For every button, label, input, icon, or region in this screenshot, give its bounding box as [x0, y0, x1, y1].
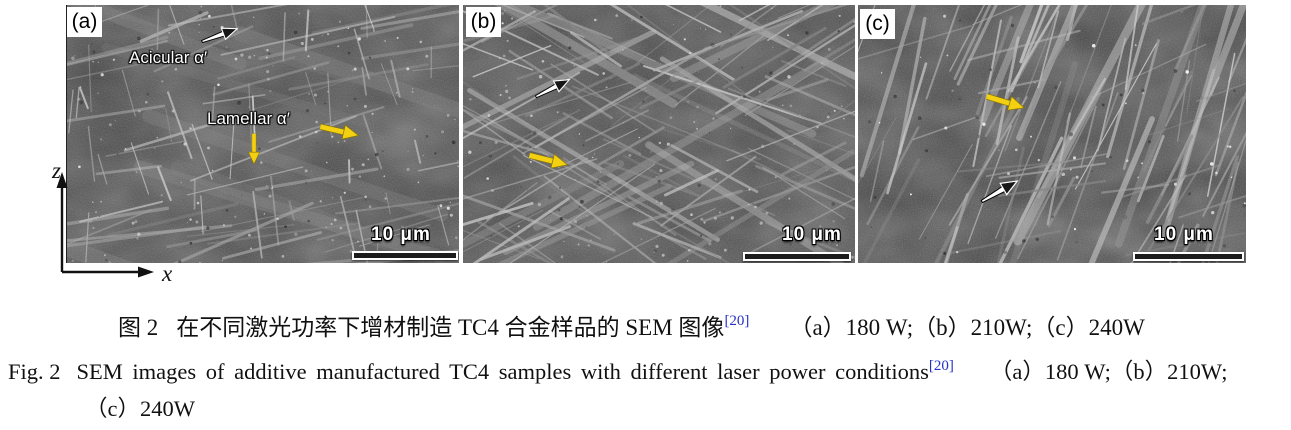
yellow-arrow	[319, 123, 360, 140]
sem-panel-b: (b) 10 μm	[463, 5, 855, 263]
axis-label-x: x	[161, 261, 173, 286]
citation-ref-20[interactable]: [20]	[928, 357, 954, 374]
yellow-arrow	[528, 152, 569, 169]
scale-bar	[352, 251, 458, 260]
caption-chinese: 图 2 在不同激光功率下增材制造 TC4 合金样品的 SEM 图像[20] （a）1…	[118, 308, 1145, 342]
scale-bar-label: 10 μm	[1154, 224, 1214, 245]
sem-micrograph-texture-b	[463, 5, 855, 263]
z-axis-arrowhead	[56, 172, 68, 188]
caption-zh-text: 在不同激光功率下增材制造 TC4 合金样品的 SEM 图像	[176, 315, 725, 340]
caption-en-conditions-2: （c）240W	[85, 396, 195, 421]
yellow-arrow	[247, 133, 261, 165]
white-outline-arrow	[980, 180, 1019, 204]
caption-english-line2: （c）240W	[85, 391, 195, 423]
panel-label-b: (b)	[466, 7, 501, 37]
scale-bar-label: 10 μm	[782, 224, 842, 245]
panel-label-c: (c)	[860, 9, 895, 39]
scale-bar	[1133, 252, 1244, 261]
caption-english-line1: Fig. 2 SEM images of additive manufacture…	[8, 354, 1228, 386]
scale-bar	[743, 252, 851, 261]
sem-panel-a: (a) Acicular α′ Lamellar α′ 10 μm	[66, 5, 459, 263]
sem-panel-c: (c) 10 μm	[858, 5, 1246, 263]
annotation-acicular-label: Acicular α′	[129, 48, 208, 67]
caption-en-conditions-1: （a）180 W;（b）210W;	[989, 359, 1228, 384]
caption-en-figure-number: Fig. 2	[8, 359, 61, 384]
white-outline-arrow	[534, 79, 571, 99]
caption-zh-conditions: （a）180 W;（b）210W;（c）240W	[789, 315, 1145, 340]
x-axis-arrowhead	[138, 266, 154, 278]
caption-en-text: SEM images of additive manufactured TC4 …	[76, 359, 929, 384]
axis-label-z: z	[51, 158, 61, 183]
annotation-lamellar-label: Lamellar α′	[207, 109, 290, 128]
citation-ref-20[interactable]: [20]	[724, 313, 750, 330]
white-outline-arrow	[201, 27, 239, 44]
sem-micrograph-texture-c	[858, 5, 1246, 263]
panel-label-a: (a)	[67, 7, 102, 37]
scale-bar-label: 10 μm	[371, 224, 431, 245]
caption-zh-figure-number: 图 2	[118, 315, 159, 340]
yellow-arrow	[985, 93, 1026, 111]
coordinate-axes: z x	[51, 158, 173, 286]
